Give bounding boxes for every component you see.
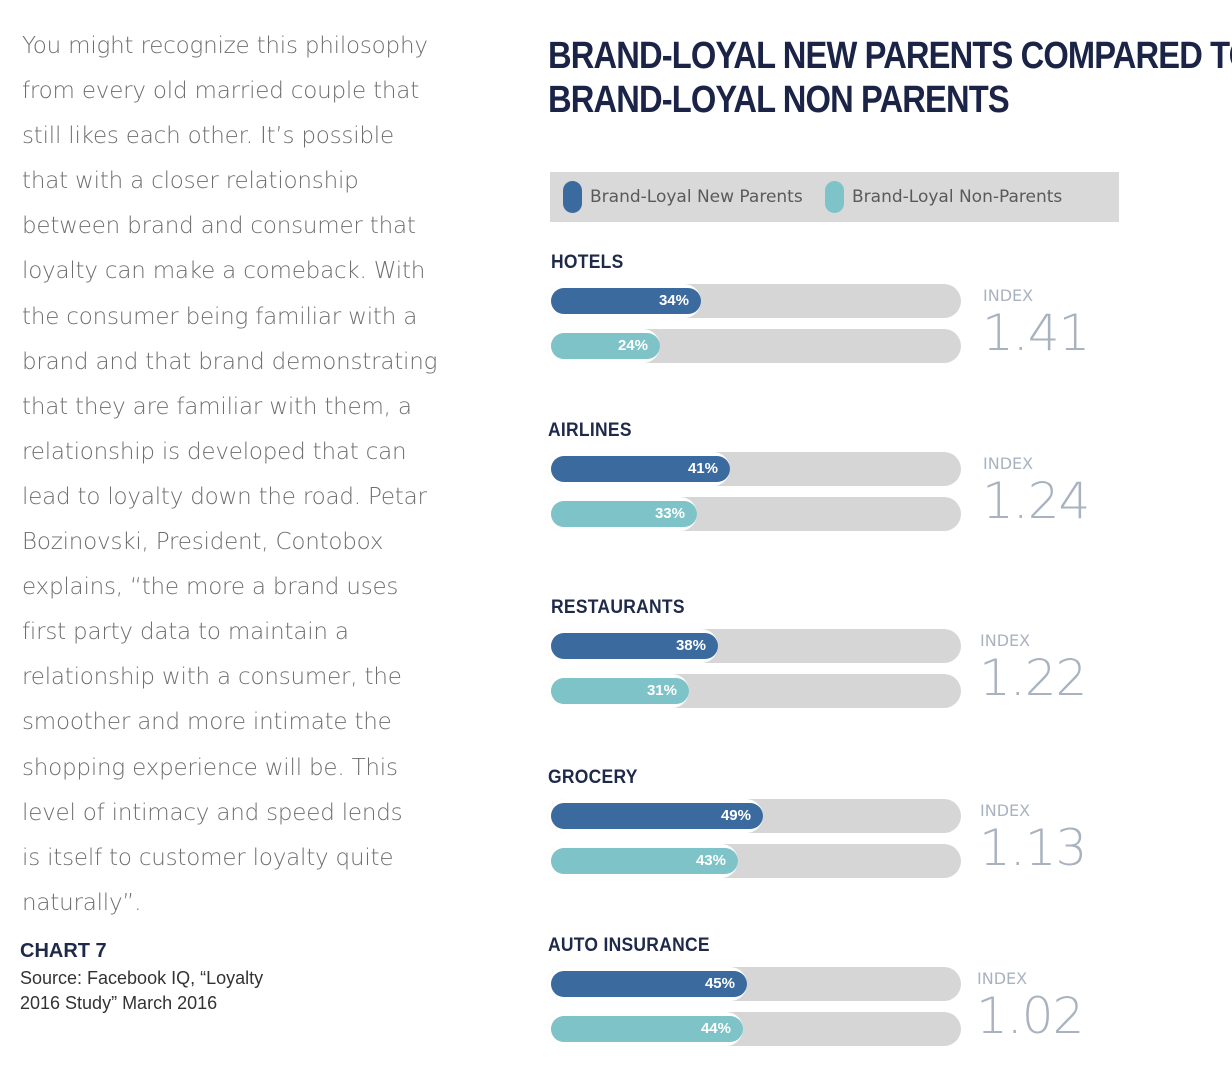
bar-track: 34%	[547, 284, 961, 318]
source-line: 2016 Study” March 2016	[20, 993, 218, 1013]
index-value: 1.22	[979, 649, 1087, 707]
legend-swatch-non-parents	[825, 181, 844, 213]
bar-non-parents: 33%	[547, 497, 697, 531]
body-text-line: shopping experience will be. This	[22, 754, 398, 781]
index-label: INDEX	[980, 631, 1031, 650]
bar-track: 44%	[547, 1012, 961, 1046]
data-label-new-parents: 41%	[687, 460, 718, 477]
bar-new-parents: 38%	[547, 629, 718, 663]
body-text-line: naturally”.	[22, 889, 142, 916]
chart-source: Source: Facebook IQ, “Loyalty 2016 Study”…	[20, 966, 320, 1016]
data-label-non-parents: 33%	[654, 505, 685, 522]
bar-fill	[551, 333, 660, 359]
bar-fill	[551, 848, 738, 874]
bar-new-parents: 45%	[547, 967, 747, 1001]
bar-non-parents: 24%	[547, 329, 660, 363]
index-value: 1.02	[976, 987, 1084, 1045]
body-text-line: level of intimacy and speed lends	[22, 799, 403, 826]
legend-item-non-parents: Brand-Loyal Non-Parents	[825, 181, 1062, 213]
data-label-non-parents: 24%	[617, 337, 648, 354]
body-text-line: from every old married couple that	[22, 78, 420, 105]
data-label-new-parents: 34%	[658, 292, 689, 309]
category-label: HOTELS	[551, 252, 624, 273]
body-text-line: the consumer being familiar with a	[22, 303, 418, 330]
bar-track: 45%	[547, 967, 961, 1001]
index-label: INDEX	[980, 801, 1031, 820]
body-text-line: Bozinovski, President, Contobox	[22, 529, 384, 556]
data-label-non-parents: 44%	[700, 1020, 731, 1037]
bar-track: 38%	[547, 629, 961, 663]
bar-fill	[551, 288, 701, 314]
legend-item-new-parents: Brand-Loyal New Parents	[563, 181, 803, 213]
legend-swatch-new-parents	[563, 181, 582, 213]
category-label: AIRLINES	[548, 420, 632, 441]
bar-fill	[551, 1016, 743, 1042]
chart-legend: Brand-Loyal New Parents Brand-Loyal Non-…	[550, 172, 1119, 222]
bar-fill	[551, 971, 747, 997]
bar-fill	[551, 456, 730, 482]
body-text-line: still likes each other. It’s possible	[22, 123, 394, 150]
bar-fill	[551, 633, 718, 659]
bar-track: 31%	[547, 674, 961, 708]
body-text-line: lead to loyalty down the road. Petar	[22, 483, 427, 510]
index-value: 1.41	[982, 304, 1090, 362]
bar-non-parents: 44%	[547, 1012, 743, 1046]
data-label-new-parents: 45%	[704, 975, 735, 992]
data-label-non-parents: 31%	[646, 682, 677, 699]
bar-fill	[551, 803, 763, 829]
body-text-line: You might recognize this philosophy	[22, 33, 428, 59]
data-label-non-parents: 43%	[695, 852, 726, 869]
bar-fill	[551, 501, 697, 527]
body-text-line: first party data to maintain a	[22, 619, 349, 646]
bar-non-parents: 31%	[547, 674, 689, 708]
index-label: INDEX	[977, 969, 1028, 988]
body-paragraph: You might recognize this philosophy from …	[22, 24, 442, 926]
bar-new-parents: 41%	[547, 452, 730, 486]
body-text-line: that they are familiar with them, a	[22, 393, 412, 420]
index-value: 1.24	[982, 472, 1090, 530]
body-text-line: is itself to customer loyalty quite	[22, 844, 394, 871]
chart-title-line: BRAND-LOYAL NON PARENTS	[548, 79, 1010, 121]
body-text-line: explains, “the more a brand uses	[22, 574, 399, 601]
chart-title-line: BRAND-LOYAL NEW PARENTS COMPARED TO	[548, 35, 1232, 77]
source-line: Source: Facebook IQ, “Loyalty	[20, 968, 264, 988]
data-label-new-parents: 49%	[720, 807, 751, 824]
legend-label-new-parents: Brand-Loyal New Parents	[590, 187, 803, 207]
bar-new-parents: 49%	[547, 799, 763, 833]
legend-label-non-parents: Brand-Loyal Non-Parents	[852, 187, 1063, 207]
body-text-line: that with a closer relationship	[22, 168, 359, 195]
chart-title: BRAND-LOYAL NEW PARENTS COMPARED TO BRAND…	[548, 34, 1232, 122]
bar-track: 24%	[547, 329, 961, 363]
index-value: 1.13	[979, 819, 1087, 877]
body-text-line: loyalty can make a comeback. With	[22, 258, 426, 285]
index-label: INDEX	[983, 454, 1034, 473]
body-text-line: smoother and more intimate the	[22, 709, 392, 736]
bar-non-parents: 43%	[547, 844, 738, 878]
chart-number-label: CHART 7	[20, 940, 107, 962]
category-label: GROCERY	[548, 767, 638, 788]
index-label: INDEX	[983, 286, 1034, 305]
body-text-line: relationship is developed that can	[22, 438, 407, 465]
bar-fill	[551, 678, 689, 704]
data-label-new-parents: 38%	[675, 637, 706, 654]
body-text-line: brand and that brand demonstrating	[22, 348, 438, 375]
bar-track: 43%	[547, 844, 961, 878]
body-text-line: relationship with a consumer, the	[22, 664, 402, 691]
bar-new-parents: 34%	[547, 284, 701, 318]
bar-track: 49%	[547, 799, 961, 833]
bar-track: 33%	[547, 497, 961, 531]
body-text-line: between brand and consumer that	[22, 213, 416, 240]
bar-track: 41%	[547, 452, 961, 486]
category-label: RESTAURANTS	[551, 597, 685, 618]
category-label: AUTO INSURANCE	[548, 935, 710, 956]
